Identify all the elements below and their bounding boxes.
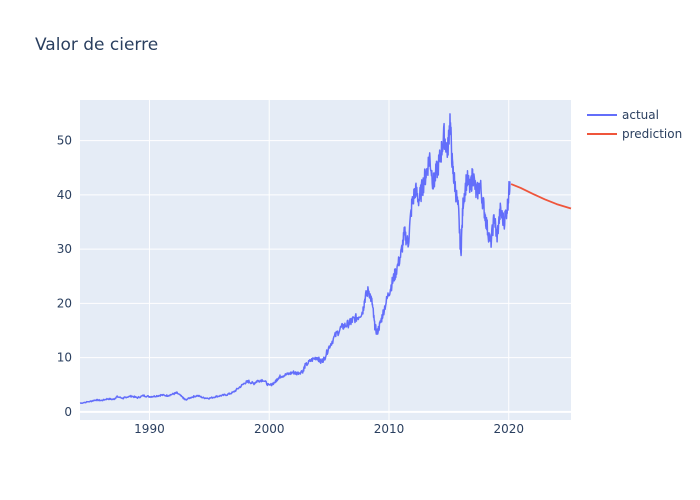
- series-line-prediction[interactable]: [510, 183, 572, 210]
- legend-label-prediction: prediction: [622, 127, 682, 141]
- series-line-actual[interactable]: [79, 113, 511, 405]
- x-tick-label: 2010: [374, 422, 405, 436]
- legend-label-actual: actual: [622, 108, 659, 122]
- axis-layer: 0 10 20 30 40 50 1990 2000 2010 2020: [57, 134, 524, 436]
- y-tick-label: 50: [57, 134, 72, 148]
- y-tick-label: 30: [57, 242, 72, 256]
- y-tick-label: 20: [57, 296, 72, 310]
- y-tick-label: 0: [64, 405, 72, 419]
- plot-area: [80, 100, 571, 420]
- y-tick-label: 40: [57, 188, 72, 202]
- series-layer: [79, 113, 572, 405]
- chart-title: Valor de cierre: [35, 35, 158, 55]
- x-tick-label: 2020: [493, 422, 524, 436]
- x-tick-label: 1990: [134, 422, 165, 436]
- y-tick-label: 10: [57, 351, 72, 365]
- x-tick-label: 2000: [254, 422, 285, 436]
- legend[interactable]: actual prediction: [587, 108, 682, 141]
